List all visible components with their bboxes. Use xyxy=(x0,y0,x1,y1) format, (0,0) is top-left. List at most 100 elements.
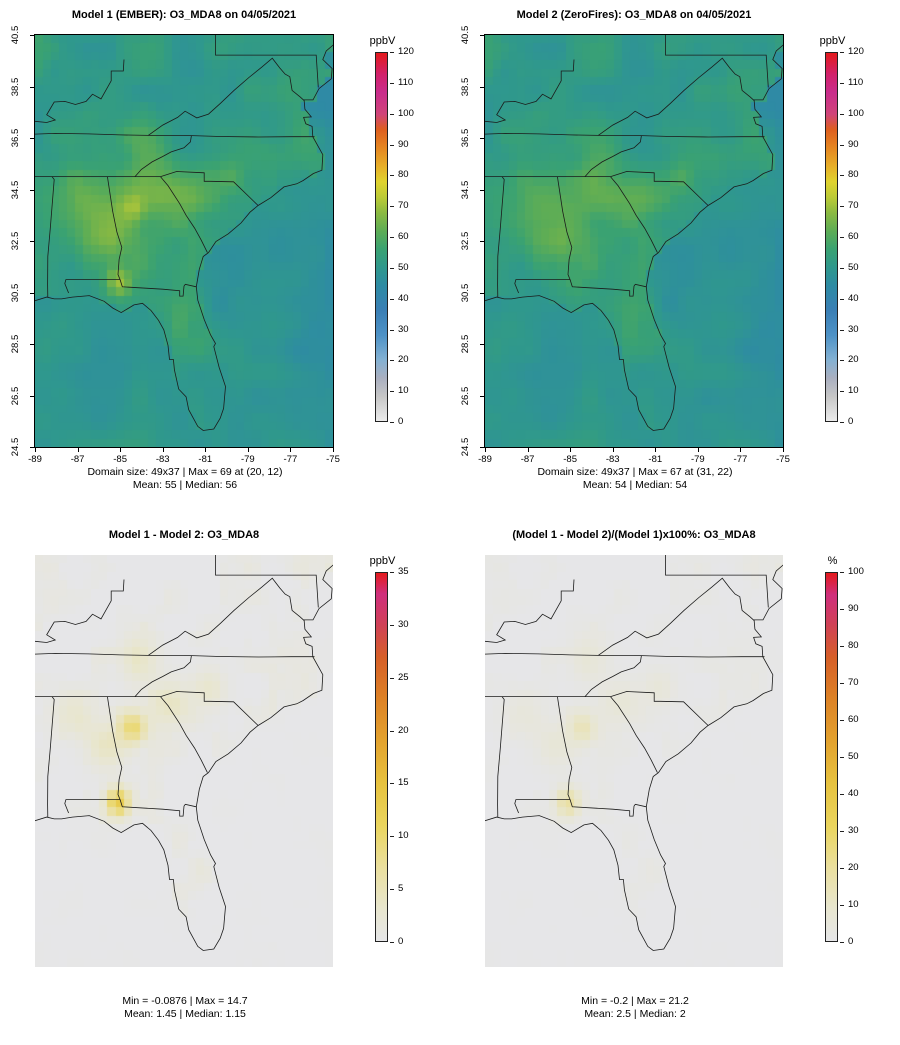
state-border-line xyxy=(147,57,305,136)
heatmap-canvas xyxy=(485,35,783,447)
x-tick-mark xyxy=(333,448,334,452)
state-border-line xyxy=(160,696,208,773)
state-border-line xyxy=(514,799,571,814)
x-tick-label: -87 xyxy=(70,454,85,465)
colorbar-tick-label: 50 xyxy=(848,261,859,273)
state-border-line xyxy=(215,35,319,88)
colorbar-tick-label: 10 xyxy=(848,899,859,910)
colorbar-tick-label: 30 xyxy=(398,323,409,335)
colorbar-tick-mark xyxy=(390,889,394,891)
heatmap-canvas xyxy=(35,35,333,447)
colorbar-tick-mark xyxy=(390,329,394,331)
y-tick-mark xyxy=(30,292,34,294)
y-tick-label: 28.5 xyxy=(460,334,471,354)
state-border-line xyxy=(497,176,505,298)
y-tick-mark xyxy=(480,241,484,242)
colorbar-tick-mark xyxy=(390,267,394,269)
colorbar-tick-mark xyxy=(840,175,844,177)
y-tick-mark xyxy=(30,344,34,345)
y-tick-label: 38.5 xyxy=(10,77,21,96)
heatmap-canvas xyxy=(485,555,783,967)
state-borders-overlay xyxy=(35,555,333,951)
x-tick-label: -81 xyxy=(648,454,663,465)
colorbar-tick-mark xyxy=(840,206,844,208)
colorbar-units-label: ppbV xyxy=(819,35,846,47)
state-border-line xyxy=(497,696,505,818)
panel-title: Model 1 - Model 2: O3_MDA8 xyxy=(108,529,260,541)
colorbar-tick-mark xyxy=(840,52,844,53)
x-tick-label: -85 xyxy=(563,454,577,465)
colorbar-tick-label: 15 xyxy=(398,777,409,789)
x-axis-ticks: -89 -87 -85 -83 -81 -79 -77 -75 xyxy=(478,447,790,469)
y-tick-mark xyxy=(480,344,484,345)
colorbar-ticks: 0 5 10 15 20 25 30 35 xyxy=(390,567,435,947)
caption-line1: Min = -0.0876 | Max = 14.7 xyxy=(122,995,248,1007)
y-tick-mark xyxy=(30,138,34,139)
x-tick-label: -89 xyxy=(478,454,492,465)
state-border-line xyxy=(610,691,709,726)
colorbar-tick-mark xyxy=(840,609,844,610)
y-tick-mark xyxy=(480,447,484,448)
colorbar-tick-label: 90 xyxy=(848,138,859,150)
state-border-line xyxy=(160,176,208,253)
x-tick-label: -81 xyxy=(198,454,213,465)
state-border-line xyxy=(569,799,647,817)
state-border-line xyxy=(107,696,123,800)
map-percent-difference xyxy=(485,555,783,967)
colorbar-tick-mark xyxy=(390,783,394,785)
colorbar-tick-mark xyxy=(840,391,844,393)
colorbar-tick-label: 10 xyxy=(398,830,409,842)
state-border-line xyxy=(119,279,197,297)
x-tick-mark xyxy=(570,448,572,452)
y-tick-label: 40.5 xyxy=(460,25,471,45)
state-border-line xyxy=(35,652,315,658)
x-tick-mark xyxy=(247,448,249,452)
x-tick-label: -85 xyxy=(113,454,127,465)
map-model1 xyxy=(35,35,333,447)
x-tick-label: -75 xyxy=(776,454,790,465)
colorbar-tick-label: 20 xyxy=(848,354,859,366)
state-border-line xyxy=(597,57,755,136)
colorbar-tick-mark xyxy=(840,144,844,146)
colorbar-tick-label: 120 xyxy=(848,46,864,57)
colorbar-tick-label: 110 xyxy=(848,76,864,88)
state-border-line xyxy=(569,279,647,297)
state-border-line xyxy=(610,696,658,773)
colorbar-tick-mark xyxy=(390,942,394,943)
colorbar-ticks: 0 10 20 30 40 50 60 70 80 90 100 110 120 xyxy=(390,47,435,427)
x-tick-label: -77 xyxy=(733,454,748,465)
state-border-line xyxy=(134,655,192,697)
state-border-line xyxy=(35,564,333,951)
caption-line2: Mean: 54 | Median: 54 xyxy=(582,479,688,491)
colorbar-tick-mark xyxy=(840,905,844,906)
state-border-line xyxy=(160,691,259,726)
x-tick-mark xyxy=(527,448,529,452)
colorbar-tick-label: 10 xyxy=(848,385,859,397)
colorbar-tick-label: 40 xyxy=(398,292,409,304)
state-border-line xyxy=(514,279,571,294)
colorbar-tick-label: 20 xyxy=(398,354,409,366)
state-border-line xyxy=(485,579,575,643)
caption-line1: Domain size: 49x37 | Max = 67 at (31, 22… xyxy=(537,466,733,478)
x-tick-mark xyxy=(740,448,742,452)
colorbar-tick-label: 20 xyxy=(848,862,859,873)
colorbar-tick-mark xyxy=(840,646,844,647)
state-border-line xyxy=(119,799,197,817)
x-tick-label: -83 xyxy=(605,454,620,465)
y-tick-mark xyxy=(30,447,34,448)
colorbar-tick-label: 80 xyxy=(848,640,859,651)
x-tick-mark xyxy=(783,448,784,452)
y-axis-ticks: 24.5 26.5 28.5 30.5 32.5 34.5 36.5 38.5 40.5 xyxy=(0,26,35,456)
colorbar xyxy=(825,572,838,942)
state-borders-overlay xyxy=(485,35,783,431)
state-border-line xyxy=(485,44,783,431)
colorbar-tick-label: 25 xyxy=(398,671,409,683)
y-tick-mark xyxy=(30,395,34,397)
colorbar-tick-label: 100 xyxy=(398,107,414,119)
state-border-line xyxy=(485,59,575,123)
colorbar-tick-mark xyxy=(390,52,394,53)
colorbar-tick-mark xyxy=(840,237,844,238)
panel-title: Model 2 (ZeroFires): O3_MDA8 on 04/05/20… xyxy=(516,9,752,21)
y-tick-label: 36.5 xyxy=(10,128,21,148)
